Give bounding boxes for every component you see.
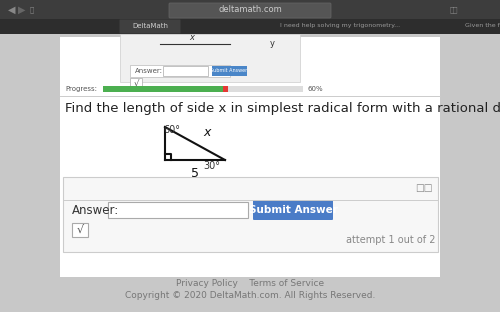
Bar: [212, 66, 247, 76]
FancyBboxPatch shape: [120, 19, 180, 33]
Text: I need help solving my trigonometry...: I need help solving my trigonometry...: [280, 23, 400, 28]
Bar: [0, 19, 500, 34]
Bar: [163, 66, 208, 76]
Text: ⬛: ⬛: [30, 7, 34, 13]
Text: 60%: 60%: [308, 86, 324, 92]
Bar: [60, 37, 440, 277]
Text: Given the following unit circle...: Given the following unit circle...: [465, 23, 500, 28]
FancyBboxPatch shape: [253, 200, 333, 220]
Text: Privacy Policy    Terms of Service: Privacy Policy Terms of Service: [176, 280, 324, 289]
Text: ⬛⬛: ⬛⬛: [450, 7, 458, 13]
Text: √: √: [134, 79, 138, 87]
Text: Find the length of side x in simplest radical form with a rational denominator.: Find the length of side x in simplest ra…: [65, 102, 500, 115]
Text: √: √: [76, 225, 84, 235]
Bar: [130, 65, 230, 77]
Text: 60°: 60°: [163, 125, 180, 135]
Text: Submit Answer: Submit Answer: [210, 69, 248, 74]
FancyBboxPatch shape: [108, 202, 248, 218]
Text: Copyright © 2020 DeltaMath.com. All Rights Reserved.: Copyright © 2020 DeltaMath.com. All Righ…: [125, 291, 375, 300]
Text: ☐☐: ☐☐: [415, 184, 432, 194]
Text: x: x: [203, 125, 210, 139]
FancyBboxPatch shape: [72, 223, 88, 237]
Bar: [120, 34, 300, 82]
Text: y: y: [270, 40, 275, 48]
Text: Submit Answer: Submit Answer: [248, 205, 338, 215]
Bar: [103, 86, 303, 92]
Text: ◀: ◀: [8, 5, 16, 15]
Bar: [223, 86, 228, 92]
Text: 30°: 30°: [203, 161, 220, 171]
Text: ▶: ▶: [18, 5, 26, 15]
FancyBboxPatch shape: [63, 177, 438, 252]
Text: x: x: [190, 33, 194, 42]
Bar: [0, 0, 500, 20]
Text: DeltaMath: DeltaMath: [132, 23, 168, 29]
Bar: [130, 78, 142, 88]
Text: 5: 5: [191, 167, 199, 180]
Text: Answer:: Answer:: [135, 68, 163, 74]
Text: attempt 1 out of 2: attempt 1 out of 2: [346, 235, 435, 245]
Text: deltamath.com: deltamath.com: [218, 6, 282, 14]
Text: Progress:: Progress:: [65, 86, 97, 92]
Bar: [103, 86, 223, 92]
FancyBboxPatch shape: [169, 3, 331, 18]
Text: Answer:: Answer:: [72, 203, 120, 217]
